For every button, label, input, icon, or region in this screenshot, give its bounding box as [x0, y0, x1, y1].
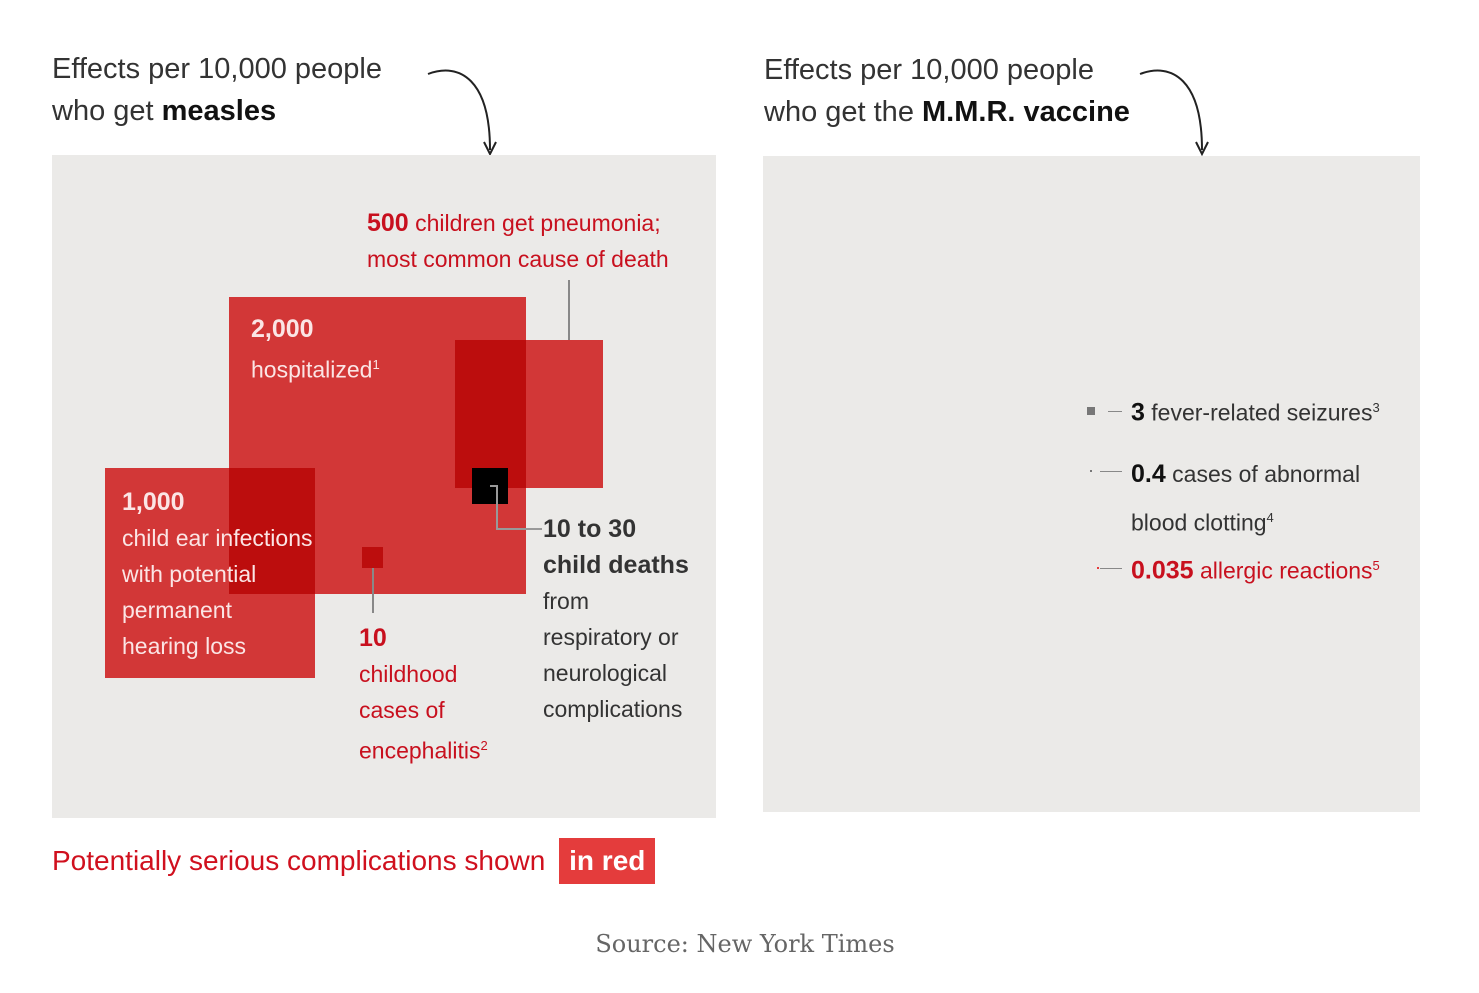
value: 0.4 [1131, 460, 1166, 488]
footnote: 5 [1372, 558, 1380, 573]
legend-highlight: in red [559, 838, 656, 884]
line: encephalitis [359, 737, 481, 764]
child-deaths-label: 10 to 30 child deaths from respiratory o… [543, 511, 689, 727]
line: respiratory or [543, 624, 679, 650]
legend: Potentially serious complications shown … [52, 838, 656, 884]
arrow-icon [427, 69, 497, 157]
line: from [543, 588, 589, 614]
allergic-square [1097, 567, 1099, 569]
footnote: 1 [372, 357, 380, 372]
hospitalized-label: 2,000 hospitalized1 [251, 311, 380, 388]
value: 2,000 [251, 315, 314, 343]
leader-line [1100, 568, 1122, 569]
line: cases of [359, 697, 445, 723]
encephalitis-leader-line [372, 568, 374, 613]
pneumonia-label: 500 children get pneumonia; most common … [367, 205, 669, 277]
encephalitis-label: 10 childhood cases of encephalitis2 [359, 620, 488, 769]
text2: blood clotting [1131, 509, 1267, 536]
leader-line [1108, 411, 1122, 412]
pneumonia-leader-line [568, 280, 570, 340]
value: 10 [359, 624, 387, 652]
vaccine-panel: 3 fever-related seizures3 0.4 cases of a… [763, 156, 1420, 812]
bold-text: child deaths [543, 551, 689, 579]
footnote: 2 [480, 738, 488, 753]
value: 500 [367, 209, 409, 237]
line: childhood [359, 661, 458, 687]
value: 1,000 [122, 488, 185, 516]
encephalitis-square [362, 547, 383, 568]
title-line2: who get [52, 95, 154, 127]
text: cases of abnormal [1172, 461, 1361, 487]
line: hearing loss [122, 633, 247, 659]
text: children get pneumonia; [415, 210, 661, 236]
deaths-leader-line [490, 485, 542, 530]
line: child ear infections [122, 525, 313, 551]
footnote: 3 [1372, 400, 1380, 415]
value: 10 to 30 [543, 515, 637, 543]
ear-infection-square [105, 468, 315, 678]
leader-line [1100, 471, 1122, 472]
arrow-icon [1139, 69, 1209, 157]
text: allergic reactions [1199, 557, 1373, 584]
footnote: 4 [1266, 510, 1274, 525]
text: hospitalized [251, 356, 373, 383]
line: complications [543, 696, 683, 722]
clotting-square [1090, 470, 1093, 473]
measles-panel: 500 children get pneumonia; most common … [52, 155, 716, 818]
title-bold: M.M.R. vaccine [922, 96, 1130, 128]
allergic-label: 0.035 allergic reactions5 [1131, 548, 1380, 589]
seizure-square [1087, 407, 1095, 415]
line: permanent [122, 597, 232, 623]
source-caption: Source: New York Times [595, 930, 895, 958]
legend-text: Potentially serious complications shown [52, 845, 546, 876]
title-line1: Effects per 10,000 people [764, 54, 1094, 86]
title-line1: Effects per 10,000 people [52, 53, 382, 85]
measles-panel-title: Effects per 10,000 people who get measle… [52, 48, 382, 132]
text: fever-related seizures [1151, 399, 1373, 426]
text2: most common cause of death [367, 246, 669, 272]
value: 0.035 [1131, 556, 1194, 585]
value: 3 [1131, 398, 1145, 427]
line: with potential [122, 561, 257, 587]
title-bold: measles [161, 95, 277, 127]
seizures-label: 3 fever-related seizures3 [1131, 390, 1380, 431]
clotting-label: 0.4 cases of abnormal blood clotting4 [1131, 453, 1360, 545]
pneumonia-square [455, 340, 604, 489]
title-line2: who get the [764, 96, 914, 128]
ear-infection-label: 1,000 child ear infections with potentia… [122, 484, 313, 664]
vaccine-panel-title: Effects per 10,000 people who get the M.… [764, 49, 1130, 133]
line: neurological [543, 660, 668, 686]
